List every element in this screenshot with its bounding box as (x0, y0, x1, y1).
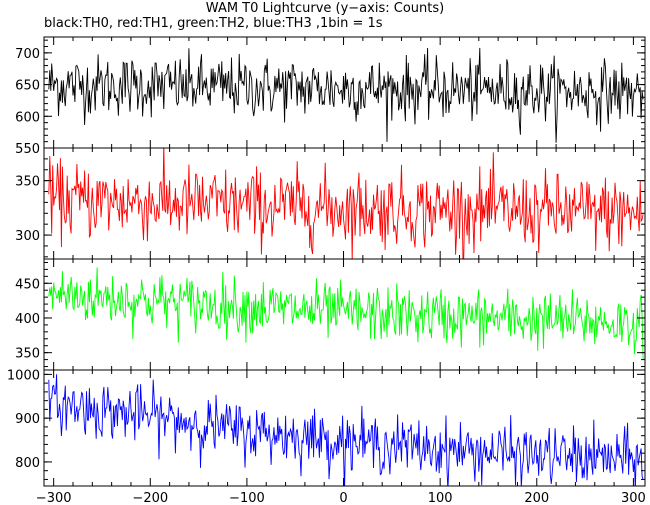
y-tick-label: 650 (15, 79, 40, 94)
x-tick-label: −100 (229, 491, 265, 505)
panel-frame (43, 258, 646, 371)
y-tick-label: 300 (15, 229, 40, 244)
chart-subtitle: black:TH0, red:TH1, green:TH2, blue:TH3 … (44, 16, 383, 31)
x-tick-label: −200 (132, 491, 168, 505)
panel-th2: 350 400 450 (15, 258, 646, 371)
y-tick-label: 1000 (7, 368, 40, 383)
y-tick-label: 700 (15, 47, 40, 62)
panel-th3: 800 900 1000 (7, 368, 646, 487)
series-line-th0 (48, 47, 644, 143)
x-tick-label: 300 (621, 491, 646, 505)
x-tick-label: 0 (339, 491, 347, 505)
y-tick-label: 550 (15, 142, 40, 157)
y-tick-label: 450 (15, 277, 40, 292)
series-line-th1 (48, 148, 644, 259)
y-tick-label: 600 (15, 110, 40, 125)
x-tick-label: −300 (36, 491, 72, 505)
y-tick-label: 350 (15, 175, 40, 190)
panel-th1: 300 350 (15, 147, 646, 260)
series-line-th3 (48, 374, 644, 486)
panel-th0: 550 600 650 700 (15, 36, 646, 157)
panel-frame (43, 369, 646, 487)
y-tick-label: 350 (15, 347, 40, 362)
x-tick-label: 100 (428, 491, 453, 505)
x-tick-label: 200 (524, 491, 549, 505)
y-tick-label: 800 (15, 456, 40, 471)
y-tick-label: 400 (15, 312, 40, 327)
y-tick-label: 900 (15, 412, 40, 427)
series-line-th2 (48, 267, 644, 360)
chart-title: WAM T0 Lightcurve (y−axis: Counts) (205, 1, 445, 16)
panel-frame (43, 147, 646, 260)
